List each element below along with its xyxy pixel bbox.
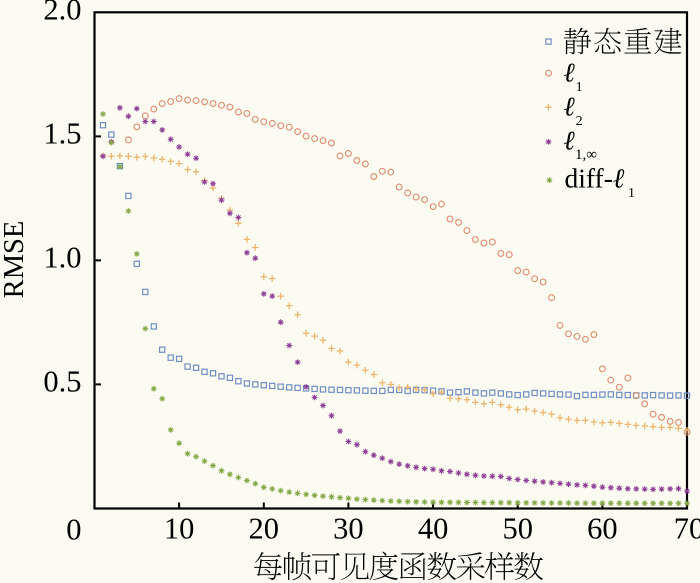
svg-text:1,∞: 1,∞ xyxy=(575,147,597,163)
svg-text:70: 70 xyxy=(674,512,700,546)
svg-text:2.0: 2.0 xyxy=(43,0,81,26)
svg-text:60: 60 xyxy=(587,512,618,546)
svg-text:1.0: 1.0 xyxy=(43,240,81,274)
svg-text:0: 0 xyxy=(66,513,81,547)
svg-text:ℓ: ℓ xyxy=(564,126,576,156)
svg-text:1: 1 xyxy=(576,80,583,95)
svg-text:ℓ: ℓ xyxy=(564,58,576,88)
svg-text:2: 2 xyxy=(576,114,583,129)
svg-text:diff-ℓ: diff-ℓ xyxy=(565,162,625,193)
svg-text:1: 1 xyxy=(628,186,635,201)
svg-text:0.5: 0.5 xyxy=(43,364,81,398)
svg-text:1.5: 1.5 xyxy=(43,116,81,150)
svg-text:20: 20 xyxy=(249,512,280,546)
svg-text:RMSE: RMSE xyxy=(0,221,30,299)
svg-text:40: 40 xyxy=(418,512,449,546)
svg-text:10: 10 xyxy=(164,512,195,546)
svg-text:50: 50 xyxy=(502,512,533,546)
svg-text:ℓ: ℓ xyxy=(564,92,576,122)
svg-text:30: 30 xyxy=(333,512,364,546)
